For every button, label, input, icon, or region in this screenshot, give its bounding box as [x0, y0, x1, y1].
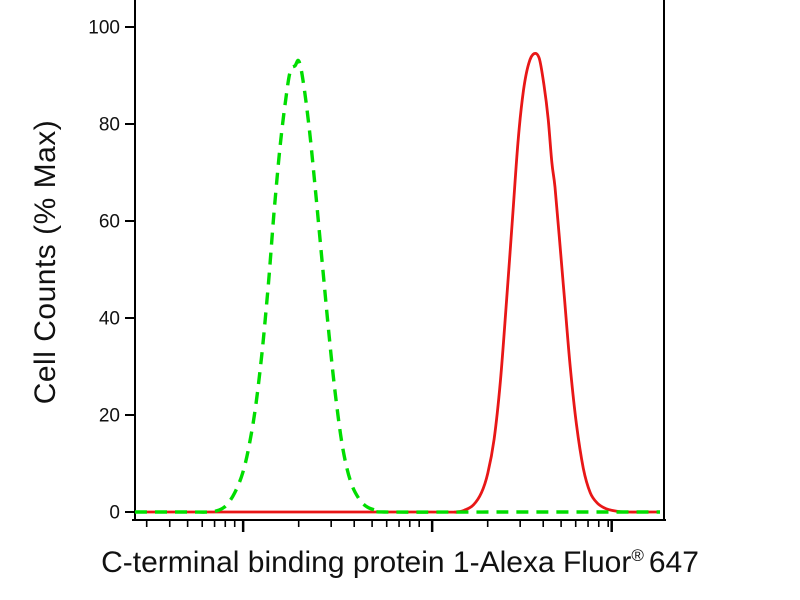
x-axis-title: C-terminal binding protein 1-Alexa Fluor…: [0, 546, 800, 580]
y-tick-label: 100: [88, 18, 120, 39]
y-tick-label: 40: [99, 309, 120, 330]
axes-frame: [132, 0, 666, 521]
x-axis-ticks: [145, 520, 613, 532]
y-tick-label: 80: [99, 115, 120, 136]
y-tick-label: 20: [99, 406, 120, 427]
registered-trademark-symbol: ®: [631, 546, 644, 565]
y-axis-title: Cell Counts (% Max): [29, 119, 62, 405]
series-antibody-stained: [134, 51, 661, 514]
series-negative-control: [134, 58, 660, 514]
y-axis-ticks: 0 20 40 60 80 100: [88, 18, 135, 524]
y-tick-label: 0: [109, 503, 120, 524]
x-axis-title-suffix: 647: [648, 546, 699, 579]
x-axis-title-main: C-terminal binding protein 1-Alexa Fluor: [101, 546, 632, 579]
y-tick-label: 60: [99, 212, 120, 233]
